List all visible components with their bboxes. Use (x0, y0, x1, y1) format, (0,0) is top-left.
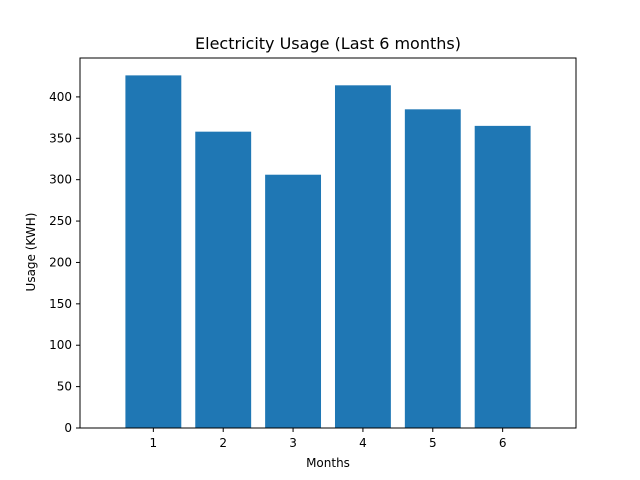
y-tick-label: 250 (49, 214, 72, 228)
y-tick-label: 100 (49, 338, 72, 352)
y-tick-label: 50 (57, 380, 72, 394)
x-tick-label: 4 (359, 436, 367, 450)
y-tick-label: 150 (49, 297, 72, 311)
bars-group (125, 75, 531, 429)
bar-month-6 (474, 125, 531, 428)
x-tick-label: 1 (150, 436, 158, 450)
y-axis-label: Usage (KWH) (24, 213, 38, 292)
y-tick-label: 0 (64, 421, 72, 435)
y-tick-label: 350 (49, 131, 72, 145)
y-tick-label: 300 (49, 173, 72, 187)
bar-month-4 (334, 85, 391, 429)
bar-month-2 (195, 131, 252, 429)
x-axis-label: Months (306, 456, 350, 470)
chart-title: Electricity Usage (Last 6 months) (195, 34, 461, 53)
x-tick-label: 3 (289, 436, 297, 450)
x-tick-label: 6 (499, 436, 507, 450)
y-tick-label: 400 (49, 90, 72, 104)
x-axis-ticks: 1 2 3 4 5 6 (150, 428, 507, 450)
x-tick-label: 5 (429, 436, 437, 450)
y-axis-ticks: 0 50 100 150 200 250 300 350 400 (49, 90, 80, 435)
plot-frame (79, 57, 577, 429)
x-tick-label: 2 (219, 436, 227, 450)
y-tick-label: 200 (49, 255, 72, 269)
bar-month-3 (265, 174, 322, 428)
bar-month-1 (125, 75, 182, 428)
bar-month-5 (404, 109, 461, 428)
